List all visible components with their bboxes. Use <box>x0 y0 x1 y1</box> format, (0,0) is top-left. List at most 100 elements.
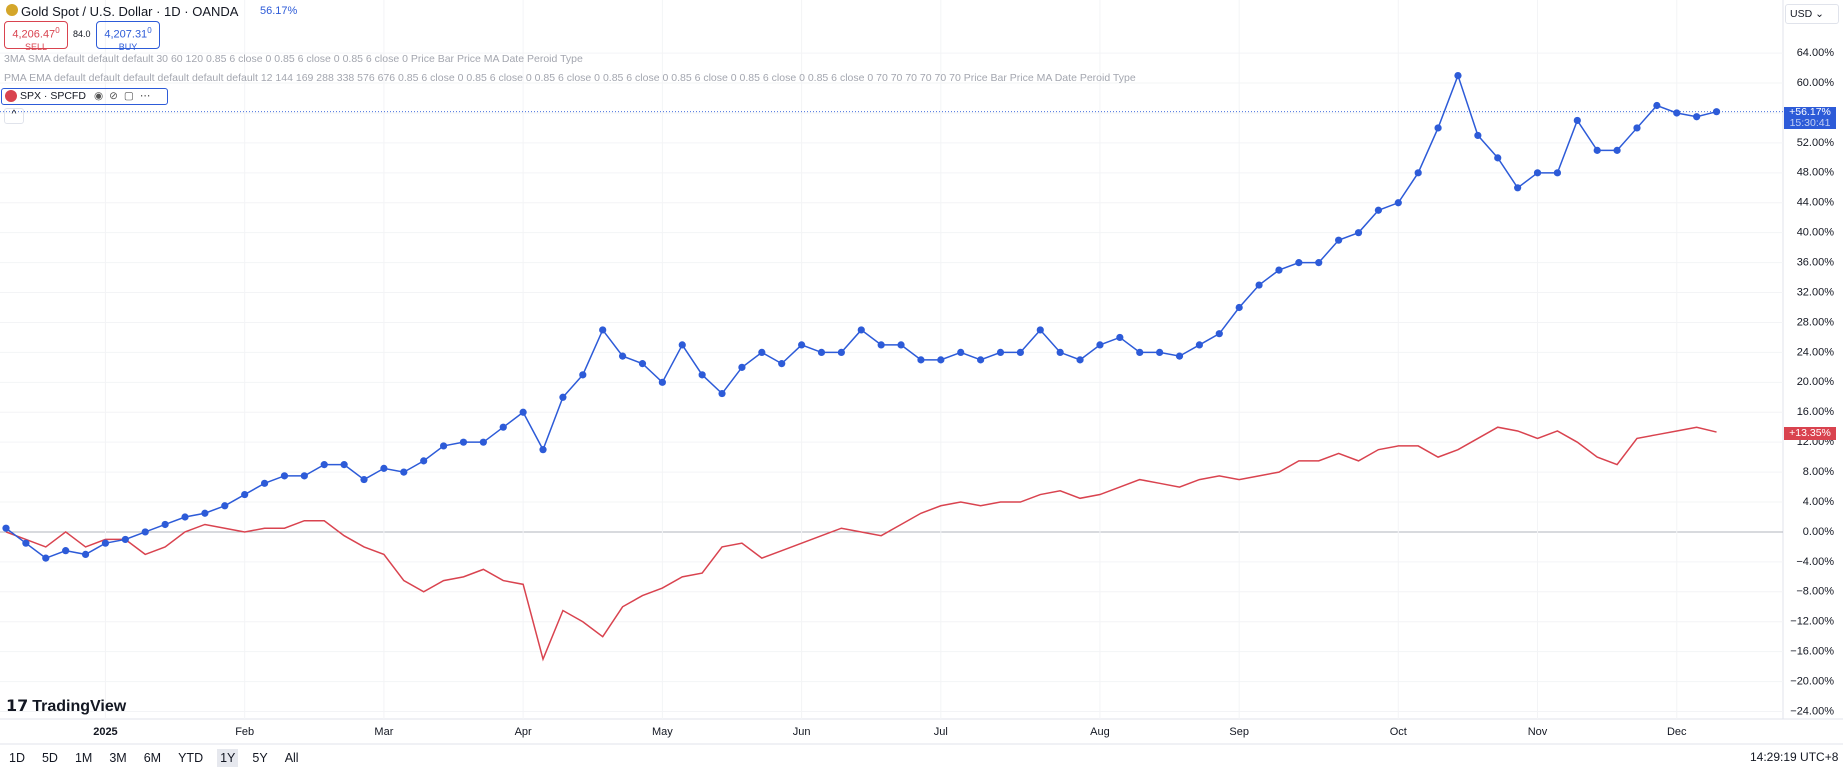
point <box>1215 330 1223 338</box>
point <box>1613 146 1621 154</box>
y-tick-label: 24.00% <box>1797 346 1835 358</box>
point <box>837 348 845 356</box>
point <box>300 472 308 480</box>
point <box>1633 124 1641 132</box>
point <box>81 550 90 559</box>
point <box>1494 154 1502 162</box>
compare-legend[interactable]: SPX · SPCFD ◉⊘▢⋯ <box>1 88 168 105</box>
point <box>1454 71 1462 80</box>
point <box>937 356 945 364</box>
y-tick-label: 48.00% <box>1797 167 1835 179</box>
indicator[interactable]: 3MA SMA default default default 30 60 12… <box>4 53 583 65</box>
point <box>499 423 507 431</box>
sell-button[interactable]: 4,206.470 SELL <box>4 21 68 52</box>
y-tick-label: 20.00% <box>1797 376 1835 388</box>
point <box>1394 199 1402 207</box>
point <box>738 363 746 371</box>
label: SELL <box>24 41 48 52</box>
point <box>22 539 30 547</box>
point <box>698 371 706 379</box>
point <box>917 356 925 364</box>
point <box>678 341 686 349</box>
label: BUY <box>118 41 138 52</box>
point <box>161 520 169 529</box>
x-tick-label: 2025 <box>93 726 117 738</box>
point <box>1295 259 1303 267</box>
watermark: 𝟭𝟳 TradingView <box>6 698 127 715</box>
point <box>1235 303 1243 312</box>
range-button[interactable]: 1M <box>74 751 93 765</box>
point <box>121 535 129 544</box>
point <box>1514 184 1522 192</box>
y-tick-label: 52.00% <box>1797 137 1835 149</box>
price-tag: +13.35% <box>1784 427 1836 440</box>
point <box>62 547 70 555</box>
range-button[interactable]: 3M <box>109 751 127 765</box>
point <box>758 348 766 356</box>
point <box>559 393 567 401</box>
point <box>798 341 806 349</box>
price-tag: +56.17% 15:30:41 <box>1784 107 1836 129</box>
y-tick-label: 8.00% <box>1803 466 1834 478</box>
point <box>1653 101 1661 110</box>
point <box>1354 229 1363 237</box>
indicator[interactable]: PMA EMA default default default default … <box>4 72 1136 84</box>
range-button[interactable]: 1D <box>9 751 25 765</box>
spread: 84.0 <box>73 29 91 39</box>
point <box>1195 341 1203 349</box>
point <box>1434 124 1442 132</box>
y-tick-label: −4.00% <box>1796 556 1834 568</box>
point <box>280 472 289 480</box>
series-line <box>5 426 1717 662</box>
range-button[interactable]: All <box>284 751 299 765</box>
point <box>1335 236 1343 244</box>
tag-value: +56.17% <box>1789 106 1831 118</box>
point <box>1673 109 1681 117</box>
y-tick-label: 60.00% <box>1797 77 1835 89</box>
point <box>1275 266 1283 274</box>
x-tick-label: Jun <box>793 726 811 738</box>
point <box>857 326 865 334</box>
range-button[interactable]: YTD <box>178 751 204 765</box>
point <box>1136 348 1144 356</box>
point <box>1315 259 1323 267</box>
point <box>1156 348 1164 356</box>
point <box>1414 169 1422 177</box>
buy-button[interactable]: 4,207.310 BUY <box>96 21 160 52</box>
point <box>599 326 607 334</box>
point <box>1116 333 1124 342</box>
y-tick-label: 44.00% <box>1797 197 1835 209</box>
point <box>957 348 965 356</box>
point <box>817 348 826 356</box>
symbol-title: Gold Spot / U.S. Dollar · 1D · OANDA <box>21 4 239 19</box>
currency: USD <box>1790 8 1813 20</box>
x-tick-label: Dec <box>1667 726 1687 738</box>
point <box>519 408 527 416</box>
point <box>1175 352 1184 360</box>
x-tick-label: Feb <box>235 726 254 738</box>
collapse-button[interactable]: ^ <box>4 108 24 124</box>
price: 4,206.47 <box>12 28 56 41</box>
x-tick-label: Apr <box>515 726 532 738</box>
y-tick-label: 64.00% <box>1797 47 1835 59</box>
point <box>459 438 468 446</box>
range-button[interactable]: 5Y <box>252 751 268 765</box>
y-tick-label: −24.00% <box>1790 705 1834 717</box>
point <box>340 461 348 469</box>
change: 56.17% <box>260 5 298 17</box>
point <box>1374 206 1383 214</box>
point <box>1016 348 1024 356</box>
point <box>658 378 666 386</box>
range-button[interactable]: 1Y <box>217 749 239 767</box>
point <box>439 442 448 450</box>
point <box>201 509 209 517</box>
point <box>400 468 408 476</box>
point <box>360 475 368 484</box>
point <box>1056 348 1064 356</box>
range-button[interactable]: 6M <box>143 751 162 765</box>
x-tick-label: Oct <box>1390 726 1407 738</box>
currency-button[interactable]: USD ⌄ <box>1785 4 1839 24</box>
point <box>1693 113 1701 121</box>
range-button[interactable]: 5D <box>41 751 58 765</box>
clock: 14:29:19 UTC+8 <box>1750 750 1839 764</box>
